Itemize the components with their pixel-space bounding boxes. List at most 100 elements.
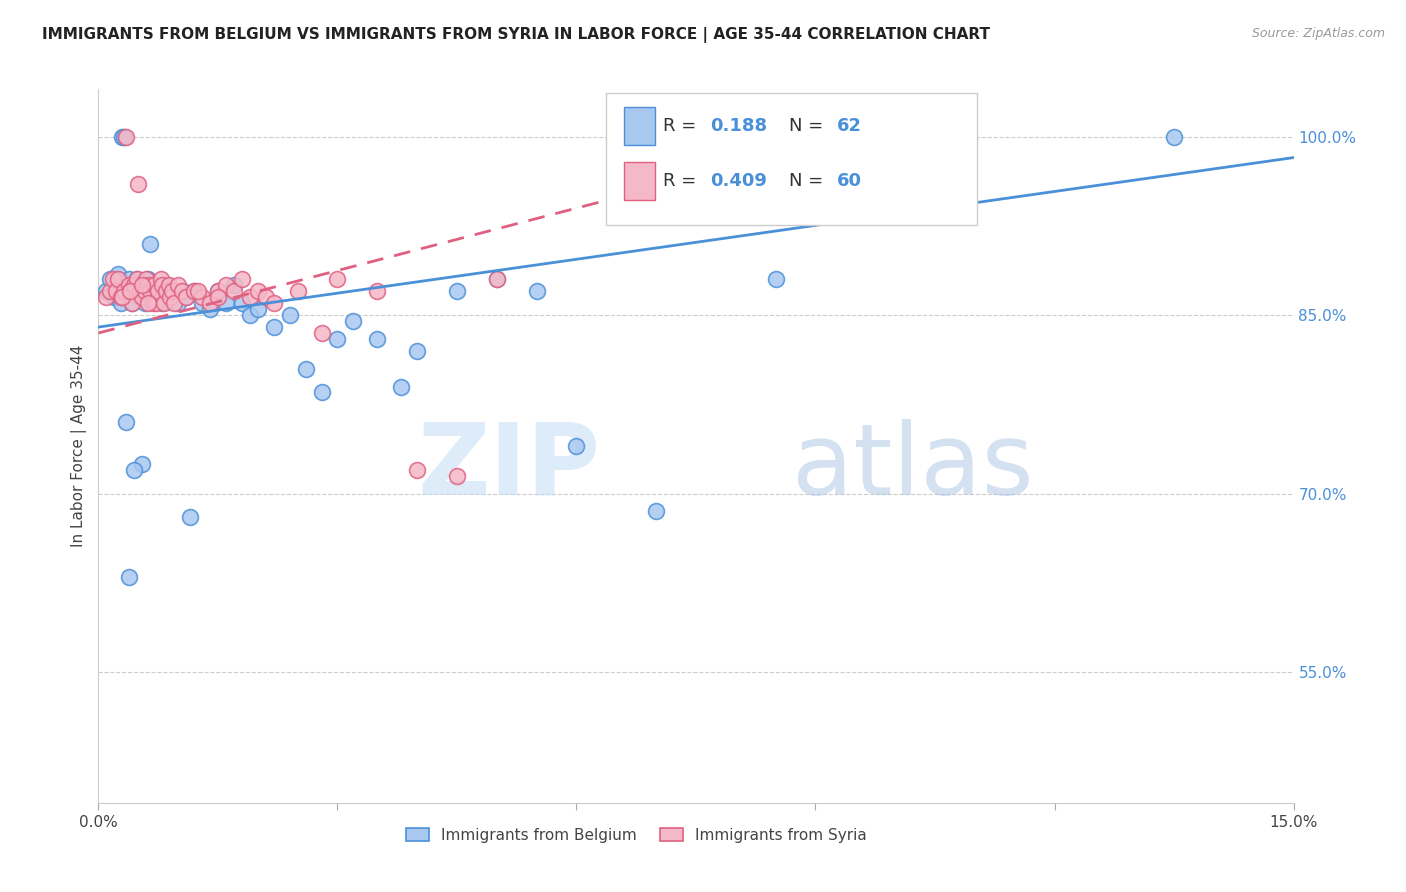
Point [112,285,135,299]
Point [143,278,166,293]
Point [127,278,149,293]
Point [121,296,143,310]
Point [124,463,146,477]
Point [446,468,468,483]
Point [246,285,269,299]
Point [134,285,156,299]
Y-axis label: In Labor Force | Age 35-44: In Labor Force | Age 35-44 [72,345,87,547]
Point [120,285,142,299]
Point [103,290,125,304]
Point [246,302,269,317]
Point [111,129,134,144]
Point [111,290,134,304]
Point [231,272,253,286]
Point [191,296,214,310]
Point [215,278,238,293]
Point [239,290,262,304]
Text: ZIP: ZIP [418,419,600,516]
FancyBboxPatch shape [606,93,977,225]
Point [215,296,238,310]
Point [101,272,124,286]
Point [311,385,333,400]
Point [406,463,429,477]
Point [157,278,180,293]
Point [118,570,141,584]
Point [446,285,468,299]
Point [118,278,141,293]
Point [565,439,588,453]
Point [104,278,127,293]
FancyBboxPatch shape [624,107,655,145]
Text: 0.409: 0.409 [710,172,768,190]
Point [326,272,349,286]
Point [98,285,122,299]
Point [804,178,827,192]
Point [389,379,412,393]
Point [96,285,118,299]
Point [187,285,209,299]
Point [167,278,190,293]
Point [198,296,221,310]
Point [163,285,186,299]
Point [526,285,548,299]
Point [263,320,285,334]
Point [128,285,150,299]
Point [485,272,508,286]
Point [155,285,177,299]
Point [366,332,388,346]
Point [145,296,167,310]
Point [135,285,157,299]
Point [110,296,132,310]
Point [183,285,205,299]
Point [167,296,190,310]
Point [287,285,309,299]
Text: IMMIGRANTS FROM BELGIUM VS IMMIGRANTS FROM SYRIA IN LABOR FORCE | AGE 35-44 CORR: IMMIGRANTS FROM BELGIUM VS IMMIGRANTS FR… [42,27,990,43]
Point [179,510,201,524]
Point [112,129,135,144]
Point [104,285,127,299]
Point [366,285,388,299]
Point [150,296,173,310]
Point [120,285,142,299]
Text: N =: N = [789,172,830,190]
Point [406,343,429,358]
Point [1163,129,1185,144]
Point [174,290,197,304]
Point [128,290,150,304]
Point [163,296,186,310]
Point [139,285,162,299]
Point [148,285,170,299]
Text: R =: R = [662,172,702,190]
Point [107,272,129,286]
Point [131,285,153,299]
Point [278,308,301,322]
Point [139,236,162,251]
Point [142,296,165,310]
Point [121,296,143,310]
Point [263,296,285,310]
Point [115,415,138,429]
Point [222,278,245,293]
Point [207,285,229,299]
Text: R =: R = [662,117,702,135]
Point [183,285,205,299]
Point [143,290,166,304]
Point [254,290,277,304]
Point [110,290,132,304]
Point [131,278,153,293]
Point [115,129,138,144]
Point [131,457,153,471]
Point [159,290,181,304]
Text: atlas: atlas [792,419,1033,516]
Point [172,285,194,299]
Point [127,178,149,192]
Point [645,504,668,518]
Point [231,296,253,310]
Point [98,272,122,286]
Point [155,278,177,293]
Point [136,296,159,310]
Point [136,278,159,293]
Text: N =: N = [789,117,830,135]
Point [107,267,129,281]
Text: 60: 60 [837,172,862,190]
